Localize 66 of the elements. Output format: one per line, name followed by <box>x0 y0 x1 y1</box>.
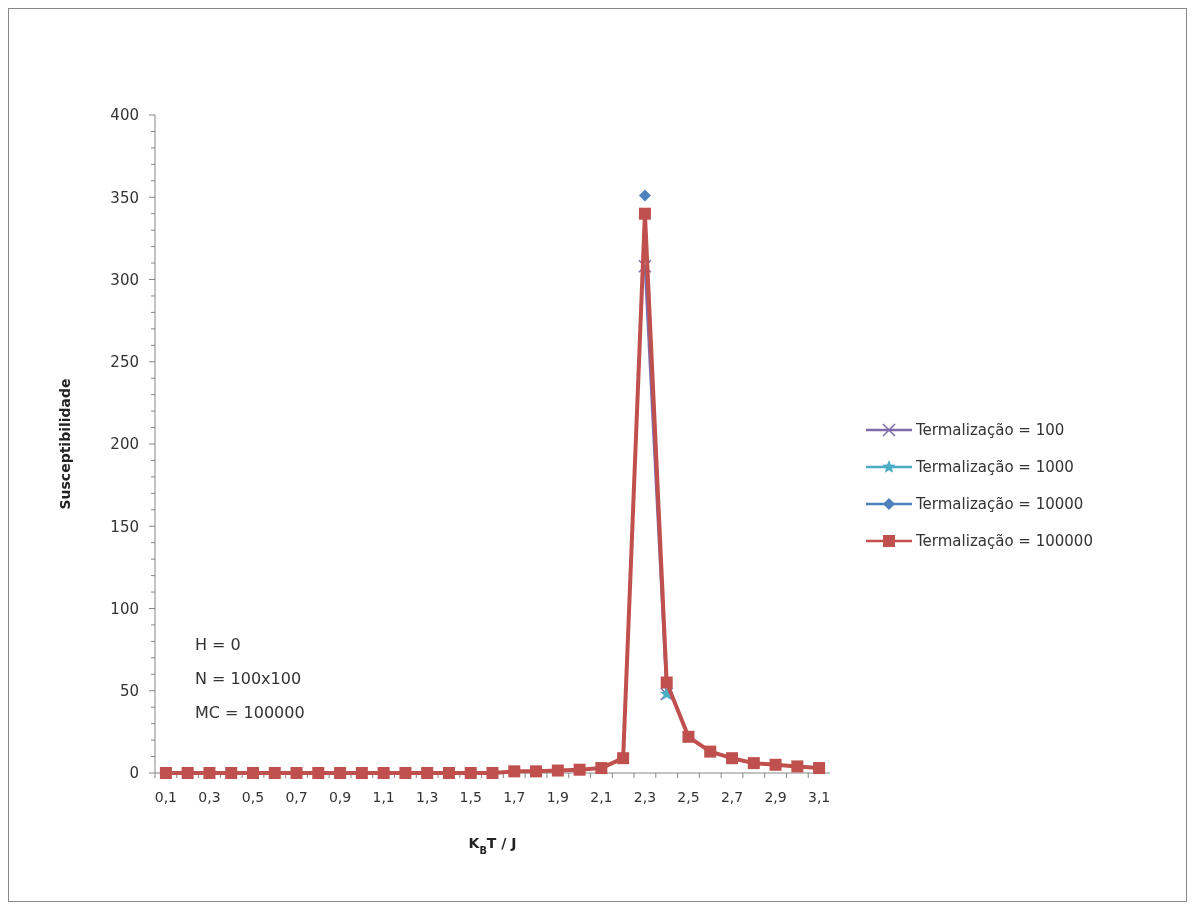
y-tick-label: 300 <box>110 270 139 289</box>
y-tick-label: 100 <box>110 599 139 618</box>
x-tick-label: 0,1 <box>154 789 178 805</box>
point <box>617 752 630 765</box>
y-tick-label: 150 <box>110 517 139 536</box>
point <box>508 765 521 778</box>
point <box>268 767 281 779</box>
point <box>747 757 760 770</box>
y-tick-label: 0 <box>129 764 139 783</box>
x-tick-label: 1,5 <box>459 789 482 805</box>
point <box>726 752 739 765</box>
x-tick-label: 1,3 <box>416 789 439 805</box>
point <box>682 730 695 743</box>
legend-label: Termalização = 100000 <box>915 532 1093 551</box>
point <box>225 767 238 779</box>
point <box>638 207 651 220</box>
point <box>421 767 434 779</box>
x-tick-label: 2,7 <box>720 789 744 805</box>
point <box>203 767 216 779</box>
legend-label: Termalização = 100 <box>915 421 1065 440</box>
x-tick-label: 0,3 <box>198 789 221 805</box>
point <box>246 767 259 779</box>
y-tick-label: 200 <box>110 435 139 454</box>
point <box>377 767 390 779</box>
x-axis-title: K$_{B}$T / J <box>468 835 517 856</box>
y-axis-title: Susceptibilidade <box>57 378 73 510</box>
legend-label: Termalização = 10000 <box>915 495 1084 514</box>
x-tick-label: 2,5 <box>677 789 700 805</box>
point <box>290 767 303 779</box>
y-tick-label: 250 <box>110 353 139 371</box>
point <box>486 767 499 779</box>
point <box>464 767 477 779</box>
x-tick-label: 1,7 <box>503 789 526 805</box>
point <box>181 767 194 779</box>
annotation: N = 100x100 <box>195 669 302 688</box>
x-tick-label: 0,7 <box>285 789 308 805</box>
point <box>791 760 804 773</box>
x-tick-label: 0,9 <box>328 789 352 805</box>
point <box>813 762 826 775</box>
x-tick-label: 0,5 <box>241 789 265 805</box>
point <box>551 764 564 777</box>
point <box>399 767 412 779</box>
point <box>769 758 782 771</box>
y-tick-label: 50 <box>119 682 139 700</box>
annotation: H = 0 <box>195 635 241 654</box>
point <box>312 767 325 779</box>
x-tick-label: 2,3 <box>633 789 657 805</box>
point <box>573 763 586 776</box>
legend-label: Termalização = 1000 <box>915 458 1074 477</box>
point <box>638 189 651 202</box>
point <box>442 767 455 779</box>
x-tick-label: 2,9 <box>764 789 787 805</box>
y-tick-label: 400 <box>110 106 139 125</box>
x-tick-label: 2,1 <box>590 789 613 805</box>
x-tick-label: 1,9 <box>546 789 569 805</box>
x-tick-label: 1,1 <box>372 789 395 805</box>
point <box>159 767 172 779</box>
point <box>355 767 368 779</box>
point <box>334 767 347 779</box>
y-tick-label: 350 <box>110 188 139 207</box>
point <box>660 676 673 689</box>
point <box>530 765 543 778</box>
annotation: MC = 100000 <box>195 703 305 722</box>
point <box>704 745 717 758</box>
x-tick-label: 3,1 <box>807 789 831 805</box>
point <box>595 762 608 775</box>
